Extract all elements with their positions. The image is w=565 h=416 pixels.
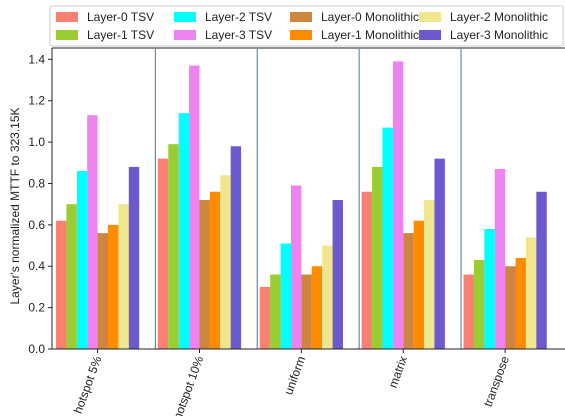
bar bbox=[322, 245, 333, 349]
legend-swatch bbox=[419, 12, 441, 22]
y-tick-label: 1.4 bbox=[28, 52, 45, 66]
bar bbox=[157, 158, 169, 349]
y-tick-label: 0.2 bbox=[28, 301, 45, 315]
bar bbox=[199, 200, 210, 349]
x-tick-label: transpose bbox=[481, 354, 512, 409]
legend-label: Layer-3 Monolithic bbox=[450, 28, 548, 42]
bar bbox=[209, 191, 221, 349]
bar bbox=[382, 127, 393, 349]
bar bbox=[97, 233, 108, 349]
x-tick-label: matrix bbox=[386, 354, 410, 389]
bar bbox=[290, 185, 302, 349]
bar bbox=[168, 144, 179, 349]
x-tick-label: hotspot 10% bbox=[170, 354, 206, 416]
bar bbox=[505, 266, 516, 349]
bar bbox=[434, 158, 445, 349]
bar bbox=[259, 286, 271, 349]
y-axis-label: Layer's normalized MTTF to 323.15K bbox=[8, 107, 22, 304]
bar bbox=[56, 220, 67, 349]
bar bbox=[372, 166, 383, 349]
bar bbox=[220, 175, 231, 349]
bar bbox=[473, 260, 485, 349]
bar bbox=[484, 229, 495, 349]
legend-swatch bbox=[419, 30, 441, 40]
bar bbox=[178, 113, 190, 349]
y-axis-ticks: 0.0 0.2 0.4 0.6 0.8 1.0 1.2 1.4 bbox=[28, 52, 52, 356]
legend-swatch bbox=[290, 30, 312, 40]
bar bbox=[311, 266, 323, 349]
axes bbox=[51, 47, 565, 350]
bar bbox=[403, 233, 414, 349]
bar bbox=[189, 65, 200, 349]
legend-label: Layer-0 Monolithic bbox=[321, 10, 419, 24]
legend-swatch bbox=[290, 12, 312, 22]
bar bbox=[424, 200, 435, 349]
x-tick-label: hotspot 5% bbox=[71, 354, 105, 416]
y-tick-label: 0.8 bbox=[28, 176, 45, 190]
bar bbox=[66, 204, 77, 349]
bar bbox=[392, 61, 404, 350]
legend-swatch bbox=[174, 30, 196, 40]
bar bbox=[525, 237, 537, 349]
bar bbox=[413, 220, 425, 349]
legend-label: Layer-0 TSV bbox=[87, 10, 154, 24]
group-separators bbox=[154, 49, 462, 349]
x-tick-label: uniform bbox=[281, 354, 308, 396]
bars bbox=[56, 61, 547, 350]
legend-label: Layer-2 Monolithic bbox=[450, 10, 548, 24]
bar bbox=[515, 257, 526, 349]
bar bbox=[301, 274, 312, 349]
bar bbox=[87, 115, 98, 349]
legend-label: Layer-2 TSV bbox=[205, 10, 272, 24]
bar bbox=[118, 204, 129, 349]
legend-swatch bbox=[56, 12, 78, 22]
legend-swatch bbox=[56, 30, 78, 40]
bar bbox=[230, 146, 242, 349]
bar bbox=[536, 191, 547, 349]
y-tick-label: 0.0 bbox=[28, 342, 45, 356]
y-tick-label: 0.6 bbox=[28, 218, 45, 232]
bar bbox=[128, 166, 140, 349]
legend-label: Layer-3 TSV bbox=[205, 28, 272, 42]
y-tick-label: 1.0 bbox=[28, 135, 45, 149]
x-axis-ticks: hotspot 5% hotspot 10% uniform matrix transp… bbox=[71, 349, 512, 416]
y-tick-label: 1.2 bbox=[28, 94, 45, 108]
bar bbox=[332, 200, 343, 349]
legend-label: Layer-1 TSV bbox=[87, 28, 154, 42]
y-tick-label: 0.4 bbox=[28, 259, 45, 273]
bar bbox=[361, 191, 373, 349]
bar bbox=[76, 171, 88, 349]
legend: Layer-0 TSV Layer-1 TSV Layer-2 TSV Layer-3… bbox=[49, 5, 564, 47]
bar bbox=[280, 243, 291, 349]
legend-swatch bbox=[174, 12, 196, 22]
bar bbox=[463, 274, 474, 349]
legend-label: Layer-1 Monolithic bbox=[321, 28, 419, 42]
bar bbox=[270, 274, 281, 349]
bar bbox=[494, 169, 506, 349]
bar bbox=[108, 224, 119, 349]
